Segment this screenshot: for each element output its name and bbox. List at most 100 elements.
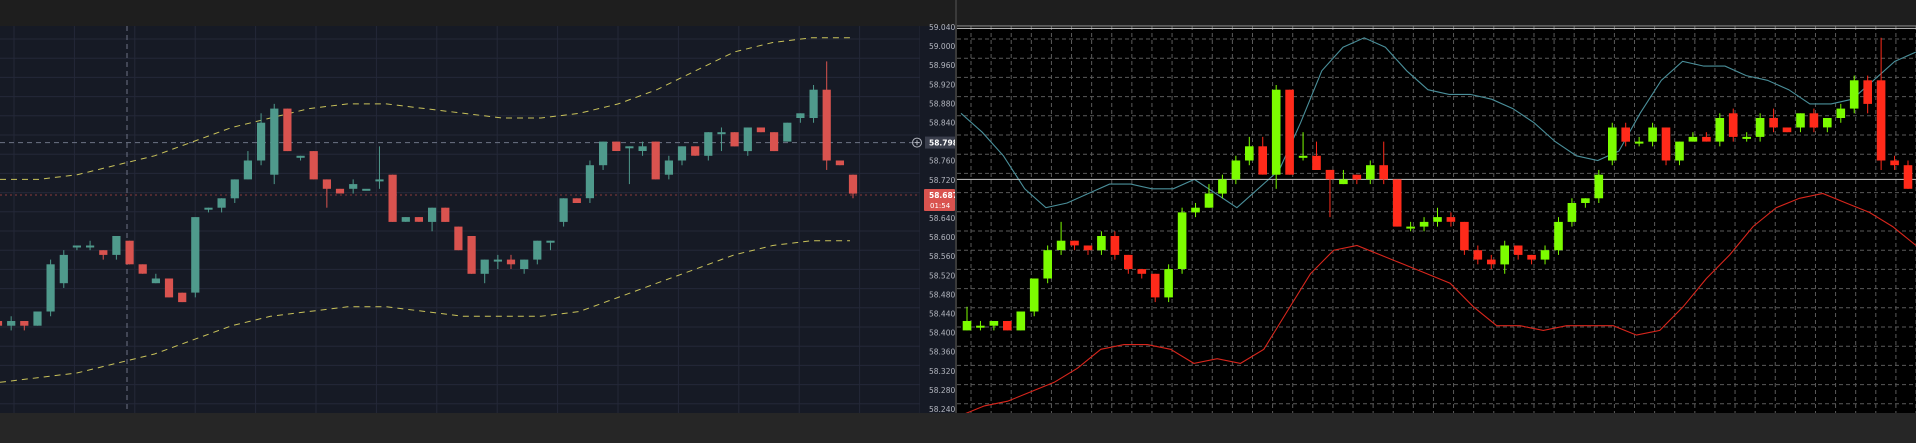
axis-tick-label: 59.040 — [929, 23, 955, 32]
candle — [989, 320, 999, 331]
axis-tick-label: 59.000 — [929, 42, 955, 51]
candle — [270, 103, 279, 185]
candle — [1809, 108, 1819, 133]
lower-indicator-line — [960, 192, 1916, 416]
candle — [125, 240, 134, 265]
candle-body — [125, 240, 134, 265]
candle-body — [1056, 240, 1066, 251]
candle-body — [428, 207, 437, 222]
right-chart-panel[interactable] — [957, 26, 1916, 416]
candle-body — [1312, 155, 1321, 170]
candle — [1500, 240, 1509, 274]
axis-tick-label: 58.840 — [929, 119, 955, 128]
candle — [178, 292, 187, 303]
last-price-tag — [924, 188, 955, 211]
candle — [1406, 221, 1415, 232]
candle — [1258, 136, 1267, 175]
candle-body — [1809, 113, 1819, 128]
candle — [1487, 254, 1496, 270]
candle-body — [401, 217, 410, 222]
candle-body — [204, 207, 213, 210]
candle-body — [638, 146, 647, 151]
candle-body — [1271, 89, 1281, 175]
upper-indicator-line — [960, 37, 1916, 209]
candle-body — [796, 113, 805, 118]
candle-body — [480, 259, 489, 274]
candle-body — [989, 321, 999, 326]
candle — [1433, 207, 1442, 227]
candle — [138, 264, 147, 274]
candle — [335, 188, 345, 194]
candle — [1903, 160, 1913, 189]
candle — [1029, 278, 1039, 317]
candle-body — [559, 198, 568, 222]
candle — [770, 132, 779, 152]
candle-body — [1258, 146, 1267, 175]
candle-body — [664, 160, 673, 175]
candle-body — [493, 259, 502, 262]
candle-body — [1769, 118, 1778, 128]
candle — [1150, 273, 1160, 303]
candle — [1271, 84, 1281, 189]
candle — [599, 141, 608, 170]
candle-body — [1473, 250, 1483, 260]
candle — [1755, 113, 1765, 142]
candle-body — [270, 108, 279, 175]
candle — [638, 141, 647, 156]
candle-body — [283, 108, 292, 152]
candle-body — [191, 217, 200, 293]
candle-body — [822, 89, 831, 161]
candle-body — [1715, 118, 1725, 142]
candle-body — [1702, 136, 1711, 142]
axis-tick-label: 58.480 — [929, 290, 955, 299]
add-alert-icon[interactable] — [912, 137, 922, 148]
candle-body — [962, 321, 972, 331]
candle — [1043, 245, 1052, 284]
left-price-axis[interactable]: 59.040 59.000 58.960 58.920 58.880 58.840 58.7… — [912, 23, 958, 414]
candle — [204, 207, 213, 213]
candle-body — [1742, 136, 1751, 139]
candle-body — [296, 155, 305, 158]
candle-body — [572, 198, 581, 203]
upper-band-line — [0, 37, 850, 180]
candle — [1540, 245, 1550, 265]
candle-body — [1446, 217, 1456, 222]
candle — [1392, 179, 1402, 227]
candle — [217, 198, 226, 213]
candle — [1245, 136, 1254, 166]
candle — [835, 160, 844, 166]
candle — [20, 320, 29, 331]
candle-body — [651, 141, 660, 180]
candle-body — [72, 245, 81, 248]
candle — [230, 179, 239, 203]
candle-body — [1352, 174, 1362, 180]
candle — [243, 151, 252, 180]
candle — [1513, 245, 1523, 260]
panel-divider[interactable] — [955, 0, 957, 443]
axis-tick-label: 58.320 — [929, 367, 955, 376]
candle-body — [835, 160, 844, 166]
left-candles — [0, 61, 858, 331]
candle-body — [322, 179, 331, 189]
candle — [1728, 108, 1738, 142]
candle-body — [1903, 165, 1913, 189]
crosshair-price-label: 58.798 — [929, 139, 958, 148]
candle — [756, 127, 765, 133]
candle — [1876, 37, 1886, 170]
candle-body — [86, 245, 95, 248]
candle-body — [1527, 254, 1536, 260]
candle — [1003, 320, 1012, 331]
candle-body — [1124, 254, 1133, 270]
candle — [1836, 103, 1846, 123]
candle — [72, 245, 81, 251]
candle — [1702, 132, 1711, 142]
candle — [257, 113, 266, 166]
left-chart-panel[interactable] — [0, 26, 921, 413]
candle — [1890, 155, 1899, 170]
candle — [1016, 311, 1026, 331]
candle — [1379, 141, 1388, 185]
candle-body — [1688, 136, 1698, 142]
candle-body — [1487, 259, 1496, 265]
candle-body — [1392, 179, 1402, 227]
